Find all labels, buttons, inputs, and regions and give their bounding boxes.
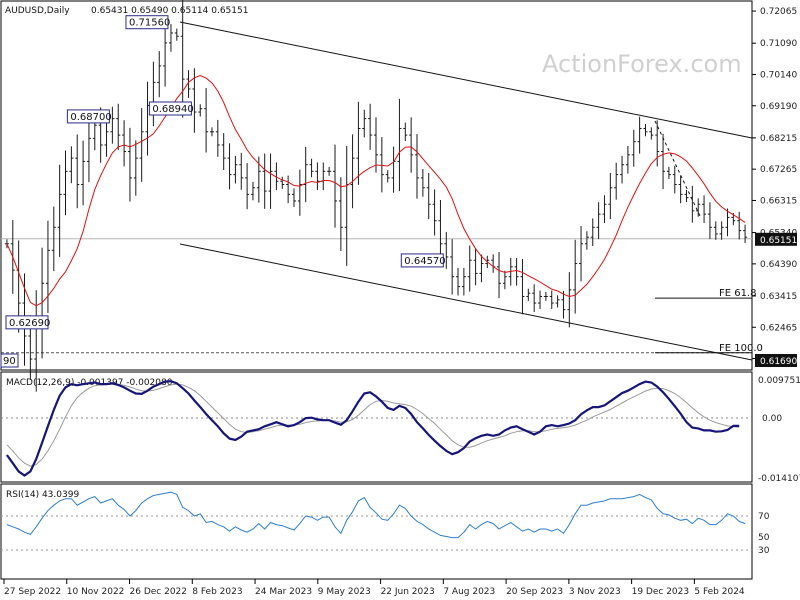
macd-axis-label-top: 0.009751 xyxy=(758,376,800,386)
rsi-title: RSI(14) 43.0399 xyxy=(6,490,79,500)
swing-annotation: 0.68940 xyxy=(148,101,194,116)
price-reference-lines xyxy=(1,238,752,354)
swing-annotation: 0.68700 xyxy=(66,109,112,124)
annotation-box xyxy=(125,15,169,30)
symbol-title: AUDUSD,Daily xyxy=(5,6,70,16)
current-price-label: 0.65151 xyxy=(760,236,797,246)
time-axis-label: 3 Nov 2023 xyxy=(569,587,621,597)
channel-upper-line xyxy=(179,21,753,139)
swing-annotation: 0.64570 xyxy=(400,253,446,268)
support-price-marker: 0.61690 90 xyxy=(0,353,797,368)
annotation-label: 0.68940 xyxy=(152,104,193,115)
time-axis-label: 27 Sep 2022 xyxy=(4,587,61,597)
price-axis-label: 0.68215 xyxy=(760,134,797,144)
time-axis-label: 5 Feb 2024 xyxy=(694,587,745,597)
annotation-label: 0.71560 xyxy=(129,18,170,29)
current-price-box xyxy=(755,232,797,246)
time-axis-label: 8 Feb 2023 xyxy=(192,587,242,597)
fib-level-label: FE 61.8 xyxy=(719,288,757,299)
price-axis-label: 0.71090 xyxy=(760,39,797,49)
price-axis-label: 0.66315 xyxy=(760,196,797,206)
fib-extension-lines: FE 61.8 FE 100.0 xyxy=(655,288,763,354)
rsi-line xyxy=(6,491,746,539)
channel-lower-line xyxy=(179,243,753,361)
swing-annotation: 0.71560 xyxy=(125,15,170,30)
price-axis-label: 0.72065 xyxy=(760,7,797,17)
ohlc-readout: 0.65431 0.65490 0.65114 0.65151 xyxy=(91,6,248,16)
swing-annotations: 0.71560 0.68940 0.68700 0.64570 0.62690 xyxy=(5,15,446,330)
price-axis-label: 0.70140 xyxy=(760,70,797,80)
rsi-axis: 70 50 30 xyxy=(758,512,770,556)
price-axis-label: 0.62465 xyxy=(760,323,797,333)
macd-axis-label-bottom: -0.014107 xyxy=(758,474,800,484)
annotation-label: 0.64570 xyxy=(404,256,445,267)
time-axis-label: 9 May 2023 xyxy=(318,587,371,597)
price-axis-label: 0.69190 xyxy=(760,102,797,112)
annotation-box xyxy=(5,315,49,330)
time-axis: 27 Sep 2022 10 Nov 2022 26 Dec 2022 8 Feb 2… xyxy=(3,579,745,597)
macd-panel-frame xyxy=(0,371,753,483)
support-edge-label: 90 xyxy=(3,356,16,367)
time-axis-label: 22 Jun 2023 xyxy=(381,587,435,597)
rsi-axis-label-50: 50 xyxy=(758,533,770,543)
time-axis-label: 26 Dec 2022 xyxy=(130,587,188,597)
trend-channel xyxy=(179,21,753,361)
support-edge-box xyxy=(0,353,19,368)
rsi-panel: RSI(14) 43.0399 xyxy=(0,483,753,580)
rsi-panel-frame xyxy=(0,483,753,580)
current-price-marker: 0.65151 xyxy=(755,232,797,246)
macd-panel: MACD(12,26,9) -0.001397 -0.002080 xyxy=(0,371,753,483)
annotation-box xyxy=(400,253,444,268)
price-panel-frame xyxy=(0,0,753,371)
time-axis-label: 10 Nov 2022 xyxy=(67,587,125,597)
annotation-label: 0.62690 xyxy=(9,318,50,329)
price-panel: ActionForex.com AUDUSD,Daily 0.65431 0.6… xyxy=(0,0,763,392)
macd-axis: 0.009751 0.00 -0.014107 xyxy=(758,376,800,484)
support-price-label: 0.61690 xyxy=(760,357,797,367)
time-axis-label: 19 Dec 2023 xyxy=(632,587,690,597)
time-axis-label: 24 Mar 2023 xyxy=(255,587,312,597)
rsi-axis-label-70: 70 xyxy=(758,512,770,522)
support-price-box xyxy=(755,354,797,367)
time-axis-label: 7 Aug 2023 xyxy=(443,587,495,597)
moving-average-line xyxy=(6,74,746,307)
annotation-box xyxy=(66,109,110,124)
time-axis-label: 20 Sep 2023 xyxy=(506,587,563,597)
watermark: ActionForex.com xyxy=(542,50,742,78)
price-axis-label: 0.64390 xyxy=(760,260,797,270)
price-axis-label: 0.67265 xyxy=(760,165,797,175)
rsi-axis-label-30: 30 xyxy=(758,546,770,556)
macd-signal-line xyxy=(6,383,740,467)
macd-axis-label-zero: 0.00 xyxy=(762,414,782,424)
annotation-box xyxy=(148,101,192,116)
price-axis-label: 0.63415 xyxy=(760,292,797,302)
swing-annotation: 0.62690 xyxy=(5,315,50,330)
macd-line xyxy=(6,380,740,477)
fib-level-label: FE 100.0 xyxy=(719,343,763,354)
annotation-label: 0.68700 xyxy=(70,112,111,123)
